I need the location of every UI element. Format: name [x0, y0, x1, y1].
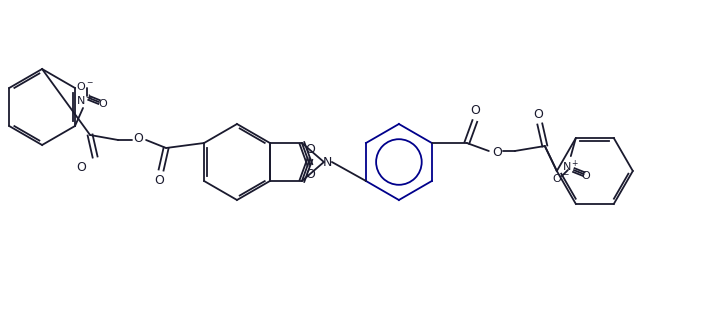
Text: N: N — [323, 156, 332, 168]
Text: O: O — [305, 143, 315, 156]
Text: O$^-$: O$^-$ — [552, 172, 570, 184]
Text: O: O — [470, 105, 480, 118]
Text: O$^-$: O$^-$ — [76, 80, 94, 92]
Text: O: O — [581, 171, 590, 181]
Text: N$^+$: N$^+$ — [77, 92, 94, 108]
Text: N$^+$: N$^+$ — [562, 159, 580, 174]
Text: O: O — [154, 173, 164, 186]
Text: O: O — [305, 168, 315, 181]
Text: O: O — [133, 131, 143, 145]
Text: O: O — [77, 161, 86, 173]
Text: O: O — [492, 147, 502, 160]
Text: O: O — [99, 99, 107, 109]
Text: O: O — [533, 108, 543, 120]
